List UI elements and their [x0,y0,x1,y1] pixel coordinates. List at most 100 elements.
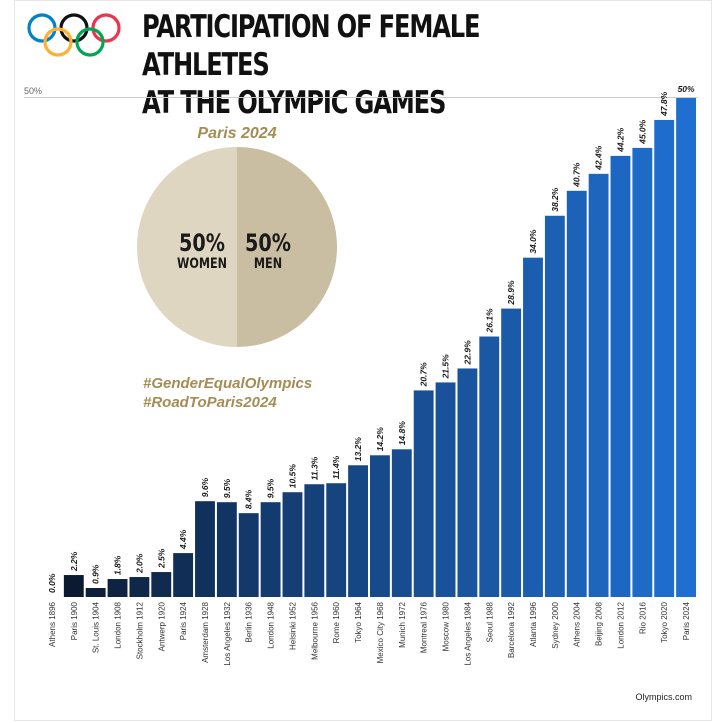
bar [129,577,150,597]
data-label: 9.6% [200,477,210,497]
category-label: St. Louis 1904 [92,601,101,653]
category-label: Paris 1900 [70,601,79,640]
data-label: 21.5% [441,354,451,380]
bar [544,215,565,597]
bar [282,492,303,597]
data-label: 9.5% [222,478,232,498]
bar [479,336,500,597]
category-label: Amsterdam 1928 [201,601,210,662]
women-label: WOMEN [176,256,228,272]
category-label: Los Angeles 1932 [223,601,232,665]
category-label: Paris 2024 [682,601,691,640]
hashtag: #GenderEqualOlympics [143,375,313,392]
bar [304,484,325,597]
data-label: 2.5% [156,548,166,569]
bar [632,147,653,597]
women-percent: 50% [179,229,225,257]
data-label: 11.3% [309,456,319,480]
category-label: Rio 2016 [638,601,647,634]
category-label: Sydney 2000 [551,601,560,648]
category-label: Paris 1924 [179,601,188,640]
pie-slice-women [137,147,237,347]
data-label: 28.9% [506,280,516,306]
data-label: 14.2% [375,427,385,452]
data-label: 42.4% [594,145,604,171]
hashtag: #RoadToParis2024 [143,394,277,411]
category-label: Moscow 1980 [442,601,451,651]
data-label: 8.4% [244,489,254,509]
bar [370,455,390,597]
data-label: 40.7% [572,162,582,188]
category-label: Rome 1960 [332,601,341,643]
category-label: Berlin 1936 [245,601,254,642]
category-label: Helsinki 1952 [288,601,297,650]
bar [260,502,281,597]
data-label: 2.0% [134,553,144,574]
bar [326,483,347,597]
data-label: 14.8% [397,421,407,446]
category-label: Melbourne 1956 [310,601,319,659]
data-label: 34.0% [528,229,538,254]
data-label: 0.9% [91,564,101,584]
bar [391,449,412,597]
bar [654,119,675,598]
data-label: 10.5% [287,464,297,489]
category-label: London 1948 [267,601,276,648]
bar [85,588,106,597]
category-label: Atlanta 1996 [529,601,538,646]
category-label: Beijing 2008 [595,601,604,646]
hashtags: #GenderEqualOlympics #RoadToParis2024 [143,374,312,412]
data-label: 1.8% [113,555,123,575]
category-label: Tokyo 2020 [660,601,669,642]
bar [151,572,172,597]
category-label: Tokyo 1964 [354,601,363,642]
title-line-1: PARTICIPATION OF FEMALE ATHLETES [142,9,481,83]
pie-chart [137,147,337,347]
data-label: 13.2% [353,437,363,462]
men-label: MEN [253,256,283,272]
data-label: 22.9% [462,340,472,366]
bar [610,155,631,597]
pie-slice-men [237,147,337,347]
data-label: 0.0% [47,573,57,593]
category-label: Los Angeles 1984 [463,601,472,665]
top-gridline-label: 50% [24,86,43,96]
data-label: 44.2% [615,127,625,153]
category-label: Antwerp 1920 [157,601,166,651]
bar [588,173,609,597]
bar [238,513,259,597]
bar [566,190,587,597]
bar [501,308,522,597]
data-label: 4.4% [178,529,188,550]
category-label: London 2012 [616,601,625,648]
data-label: 47.8% [659,91,669,117]
men-percent: 50% [245,229,291,257]
bar [348,465,368,597]
category-label: Seoul 1988 [485,601,494,642]
category-label: London 1908 [114,601,123,648]
category-label: Barcelona 1992 [507,601,516,658]
category-label: Stockholm 1912 [135,601,144,659]
olympic-rings-logo [27,13,121,57]
data-label: 26.1% [484,308,494,334]
category-label: Athens 2004 [573,601,582,646]
bar [435,382,456,597]
bar [195,501,215,597]
data-label: 38.2% [550,187,560,212]
title-line-2: AT THE OLYMPIC GAMES [142,85,446,121]
bar [173,553,194,597]
category-label: Montreal 1976 [420,601,429,653]
bar [413,390,434,597]
bar [216,502,237,597]
data-label: 11.4% [331,455,341,479]
category-label: Mexico City 1968 [376,601,385,663]
bar [676,98,696,597]
pie-heading: Paris 2024 [197,125,277,142]
data-label: 9.5% [266,478,276,498]
bar [457,368,478,597]
bar [107,579,128,597]
data-label: 50% [678,84,695,94]
bar [523,257,543,597]
page-title: PARTICIPATION OF FEMALE ATHLETES AT THE … [142,8,579,122]
top-gridline [24,97,698,98]
